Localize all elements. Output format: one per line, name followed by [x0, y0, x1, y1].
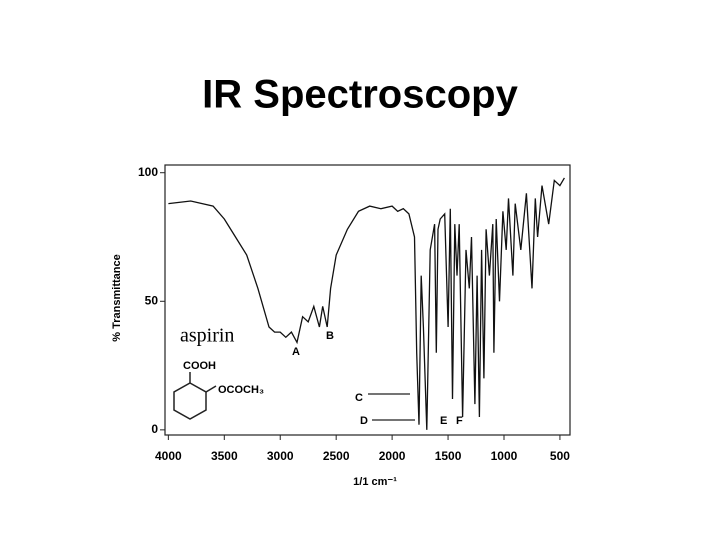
- x-tick-label: 3000: [267, 449, 294, 463]
- annotation: D: [360, 415, 368, 427]
- x-tick-label: 3500: [211, 449, 238, 463]
- annotation: aspirin: [180, 325, 234, 347]
- x-axis-label: 1/1 cm⁻¹: [353, 476, 397, 488]
- annotation: COOH: [183, 360, 216, 372]
- spectrum-line: [168, 177, 565, 430]
- x-tick-label: 2500: [323, 449, 350, 463]
- x-tick-label: 1500: [435, 449, 462, 463]
- annotation: E: [440, 415, 447, 427]
- annotation: C: [355, 392, 363, 404]
- arrows: [368, 393, 415, 421]
- annotation: OCOCH₃: [218, 384, 264, 396]
- plot-frame: [164, 164, 571, 436]
- y-axis-label: % Transmittance: [111, 254, 123, 341]
- y-tick-label: 50: [145, 293, 159, 307]
- annotation: A: [292, 346, 300, 358]
- bond: [205, 385, 217, 393]
- x-tick-label: 1000: [491, 449, 518, 463]
- y-tick-label: 0: [151, 422, 158, 436]
- x-tick-label: 4000: [155, 449, 182, 463]
- x-tick-label: 2000: [379, 449, 406, 463]
- structure: [173, 372, 217, 420]
- benzene-ring: [173, 382, 207, 420]
- annotation: B: [326, 330, 334, 342]
- slide-title: IR Spectroscopy: [202, 73, 518, 117]
- annotation: F: [456, 415, 463, 427]
- x-tick-label: 500: [550, 449, 570, 463]
- y-tick-label: 100: [138, 165, 158, 179]
- plot: 4000 3500 3000 2500 2000 1500 1000 500 0 50 100 asp…: [138, 165, 570, 463]
